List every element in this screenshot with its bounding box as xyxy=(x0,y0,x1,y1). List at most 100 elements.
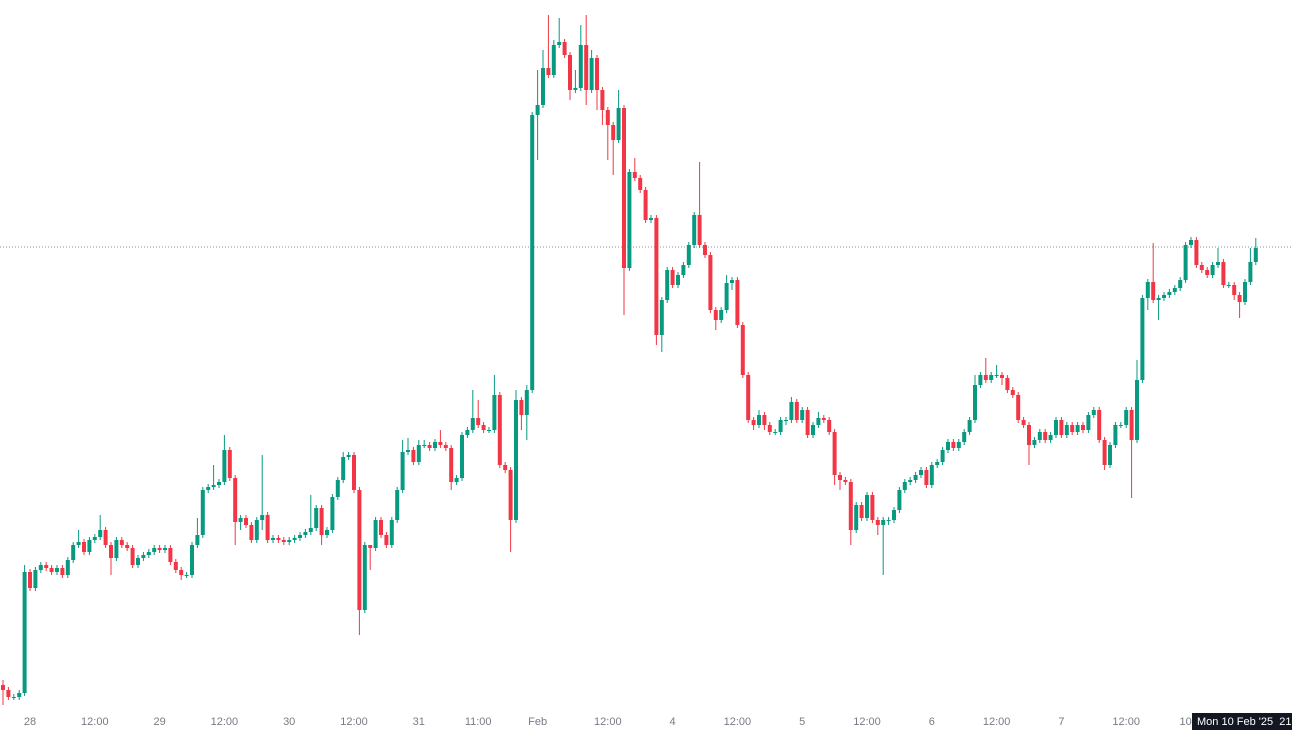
candle-body xyxy=(503,465,508,470)
candle-body xyxy=(314,508,319,528)
candle-body xyxy=(832,432,837,475)
candle-body xyxy=(524,390,529,415)
candle-body xyxy=(805,410,810,435)
candle-body xyxy=(1248,262,1253,282)
candle-body xyxy=(497,395,502,465)
candle-body xyxy=(1005,378,1010,390)
candle-body xyxy=(65,560,70,575)
candle-body xyxy=(1021,420,1026,425)
candle-body xyxy=(1081,425,1085,430)
x-tick-label: 12:00 xyxy=(340,716,368,728)
candle-body xyxy=(821,418,826,420)
candle-body xyxy=(303,532,308,535)
candle-body xyxy=(98,530,103,537)
candle-body xyxy=(233,478,238,522)
candle-body xyxy=(1086,415,1091,430)
candle-body xyxy=(670,270,675,285)
candle-body xyxy=(789,402,794,420)
candle-body xyxy=(292,538,297,540)
candle-body xyxy=(908,480,913,482)
candle-body xyxy=(481,425,486,430)
candle-body xyxy=(692,215,697,245)
candle-body xyxy=(206,487,211,490)
candle-body xyxy=(535,105,540,115)
x-tick-label: 12:00 xyxy=(81,716,109,728)
candle-body xyxy=(179,570,184,575)
candle-body xyxy=(622,108,626,268)
x-tick-label: 31 xyxy=(413,716,425,728)
candle-body xyxy=(449,448,454,482)
candle-body xyxy=(1140,298,1145,380)
candle-body xyxy=(276,538,281,540)
x-tick-label: 30 xyxy=(283,716,295,728)
candle-body xyxy=(983,375,988,380)
candle-body xyxy=(1194,240,1199,265)
candle-body xyxy=(1124,410,1129,425)
candle-body xyxy=(163,548,167,550)
x-tick-label: 11:00 xyxy=(465,716,492,728)
candle-body xyxy=(870,495,875,520)
candle-body xyxy=(773,432,778,433)
candle-body xyxy=(1091,410,1096,415)
candle-body xyxy=(249,525,254,540)
candle-body xyxy=(1243,282,1247,302)
candle-body xyxy=(1199,265,1204,270)
candle-body xyxy=(400,452,405,490)
x-tick-label: 12:00 xyxy=(1112,716,1140,728)
candle-body xyxy=(271,538,275,540)
candle-body xyxy=(33,570,38,588)
candle-body xyxy=(827,420,832,432)
candle-body xyxy=(724,283,729,310)
candle-body xyxy=(573,88,578,90)
candle-body xyxy=(357,490,362,610)
candle-body xyxy=(281,540,286,542)
candle-body xyxy=(1172,288,1177,292)
candle-body xyxy=(44,565,49,568)
candle-body xyxy=(352,455,356,490)
candle-body xyxy=(605,110,610,125)
candle-body xyxy=(130,548,135,565)
candle-body xyxy=(568,55,572,90)
candle-body xyxy=(989,375,994,380)
candle-body xyxy=(1102,440,1107,465)
candle-body xyxy=(541,68,545,105)
candle-body xyxy=(173,562,178,570)
candle-body xyxy=(1167,292,1172,295)
candle-body xyxy=(92,537,97,540)
candle-body xyxy=(298,535,302,538)
candle-body xyxy=(87,540,92,552)
candle-body xyxy=(519,400,524,415)
candle-body xyxy=(946,442,950,450)
candle-body xyxy=(1237,295,1242,302)
candle-body xyxy=(141,555,146,558)
candle-body xyxy=(508,470,513,520)
candle-body xyxy=(978,375,983,385)
candle-body xyxy=(1151,282,1156,300)
candle-body xyxy=(487,430,491,431)
candle-body xyxy=(38,565,43,570)
candle-body xyxy=(854,505,859,530)
candle-body xyxy=(438,442,443,445)
candle-body xyxy=(697,215,702,245)
candle-body xyxy=(551,45,556,75)
candle-body xyxy=(433,442,437,448)
candle-body xyxy=(416,445,421,462)
candle-body xyxy=(346,455,351,457)
candle-body xyxy=(422,445,427,446)
candle-body xyxy=(919,470,923,475)
candle-body xyxy=(1216,262,1220,265)
candle-body xyxy=(341,457,346,480)
candle-body xyxy=(1183,245,1188,280)
candle-body xyxy=(200,490,205,535)
candle-body xyxy=(778,420,783,432)
candle-body xyxy=(119,540,124,545)
candle-body xyxy=(1135,380,1139,440)
candle-body xyxy=(557,42,562,45)
candle-body xyxy=(362,545,367,610)
candle-body xyxy=(454,478,459,482)
candle-body xyxy=(638,178,643,190)
x-tick-label: 29 xyxy=(153,716,165,728)
candle-body xyxy=(811,425,815,435)
candle-body xyxy=(28,572,32,588)
